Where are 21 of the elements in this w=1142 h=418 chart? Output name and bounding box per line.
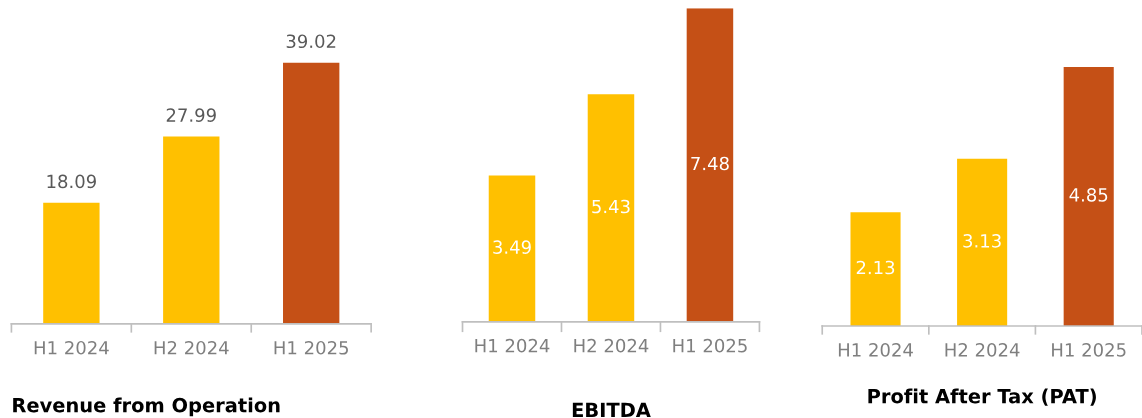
data-label: 27.99: [166, 108, 216, 122]
text: Profit After Tax (PAT): [868, 388, 1096, 406]
x-tick-label: H1 2025: [673, 338, 747, 353]
x-tick-label: H1 2024: [34, 340, 109, 355]
x-tick-label: H1 2025: [1052, 343, 1126, 357]
x-tick-label: H1 2024: [838, 343, 913, 357]
x-tick-label: H1 2024: [475, 338, 550, 353]
data-label: 39.02: [286, 34, 336, 49]
data-label: 2.13: [856, 260, 895, 275]
data-label: 18.09: [47, 174, 96, 189]
x-tick-label: H1 2025: [274, 340, 348, 355]
x-tick-label: H2 2024: [154, 340, 229, 355]
text: Revenue from Operation: [13, 397, 280, 417]
data-label: 5.43: [592, 199, 630, 214]
data-label: 7.48: [691, 156, 729, 171]
data-label: 3.13: [963, 234, 1001, 248]
text: EBITDA: [572, 402, 651, 417]
x-tick-label: H2 2024: [574, 338, 649, 353]
data-label: 3.49: [493, 240, 531, 254]
data-label: 4.85: [1069, 188, 1108, 202]
x-tick-label: H2 2024: [945, 343, 1020, 357]
